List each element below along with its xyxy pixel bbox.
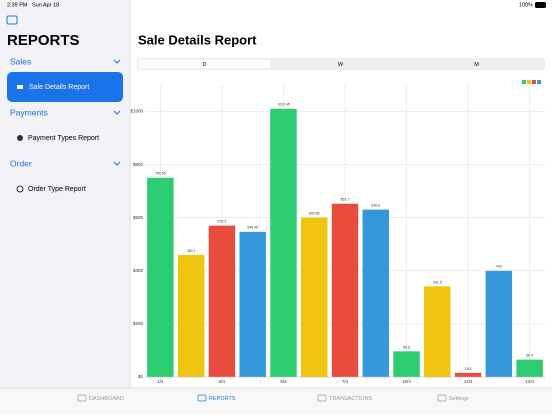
bar <box>362 209 389 377</box>
status-date: Sun Apr 18 <box>32 2 59 8</box>
tab-label[interactable]: REPORTS <box>209 396 236 402</box>
value-label: 652.7 <box>341 198 350 202</box>
item-icon <box>16 185 24 193</box>
value-label: 570.2 <box>218 220 227 224</box>
y-tick-label: $200 <box>133 321 144 326</box>
value-label: 341.5 <box>433 280 442 284</box>
bar <box>177 254 205 377</box>
chevron <box>113 161 121 166</box>
legend-swatch <box>532 80 536 84</box>
value-label: 96.6 <box>403 345 410 349</box>
tab-icon <box>437 394 447 402</box>
y-tick-label: $1000 <box>130 109 143 114</box>
x-tick-label: 12/4 <box>464 379 473 384</box>
tab-icon <box>77 394 87 402</box>
x-tick-label: 5/4 <box>280 379 287 384</box>
tab-icon <box>317 394 327 402</box>
legend-swatch <box>522 80 526 84</box>
battery-icon <box>535 2 546 8</box>
segment-selected <box>137 58 272 70</box>
value-label: 630.6 <box>371 204 380 208</box>
tab-label[interactable]: Settings <box>449 396 469 402</box>
segment[interactable]: W <box>338 62 344 68</box>
side-item[interactable]: Payment Types Report <box>28 135 99 142</box>
section-heading: Sales <box>10 56 31 66</box>
tab-bar <box>0 388 552 414</box>
bar <box>239 231 266 377</box>
page-title: Sale Details Report <box>138 32 257 47</box>
y-tick-label: $400 <box>133 268 144 273</box>
bar <box>331 203 359 377</box>
bar <box>454 372 482 377</box>
y-tick-label: $800 <box>133 162 144 167</box>
section-sales[interactable]: Sales <box>10 56 121 66</box>
value-label: 460.1 <box>187 249 196 253</box>
tab-label[interactable]: TRANSACTIONS <box>329 396 372 402</box>
y-tick-label: $600 <box>133 215 144 220</box>
value-label: 750.55 <box>155 172 166 176</box>
bar <box>147 177 174 377</box>
bar <box>270 108 297 377</box>
value-label: 1010.45 <box>277 103 290 107</box>
value-label: 600.85 <box>309 211 320 215</box>
x-tick-label: 7/4 <box>342 379 349 384</box>
bar <box>424 286 451 377</box>
value-label: 65.4 <box>526 354 533 358</box>
sidebar-title: REPORTS <box>7 32 80 49</box>
x-tick-label: 14/4 <box>525 379 534 384</box>
chevron <box>113 110 121 115</box>
status-time: 2:39 PM <box>7 2 28 8</box>
bar <box>516 359 543 377</box>
segment[interactable]: D <box>203 62 207 68</box>
legend-swatch <box>527 80 531 84</box>
bar <box>208 225 236 377</box>
item-icon <box>17 85 23 89</box>
x-tick-label: 3/4 <box>219 379 226 384</box>
selected-item-bg[interactable] <box>7 72 123 102</box>
section-heading: Payments <box>10 107 48 117</box>
sidebar-toggle[interactable] <box>6 15 18 25</box>
sidebar <box>0 0 130 388</box>
status-battery: 100% <box>519 2 533 8</box>
bar <box>301 217 328 377</box>
bar <box>393 351 420 377</box>
tab-icon <box>197 394 207 402</box>
tab-label[interactable]: DASHBOARD <box>89 396 124 402</box>
section-payments[interactable]: Payments <box>10 107 121 117</box>
y-tick-label: $0 <box>138 374 144 379</box>
x-tick-label: 10/4 <box>402 379 411 384</box>
x-tick-label: 1/4 <box>157 379 164 384</box>
segment[interactable]: M <box>474 62 479 68</box>
section-order[interactable]: Order <box>10 158 121 168</box>
section-heading: Order <box>10 158 32 168</box>
value-label: 400 <box>496 265 502 269</box>
legend-swatch <box>537 80 541 84</box>
bar <box>485 270 513 377</box>
value-label: 546.95 <box>247 226 258 230</box>
side-item[interactable]: Order Type Report <box>28 186 86 193</box>
side-item[interactable]: Sale Details Report <box>29 84 89 91</box>
chevron <box>113 59 121 64</box>
value-label: 15.5 <box>465 367 472 371</box>
item-icon <box>17 135 23 141</box>
